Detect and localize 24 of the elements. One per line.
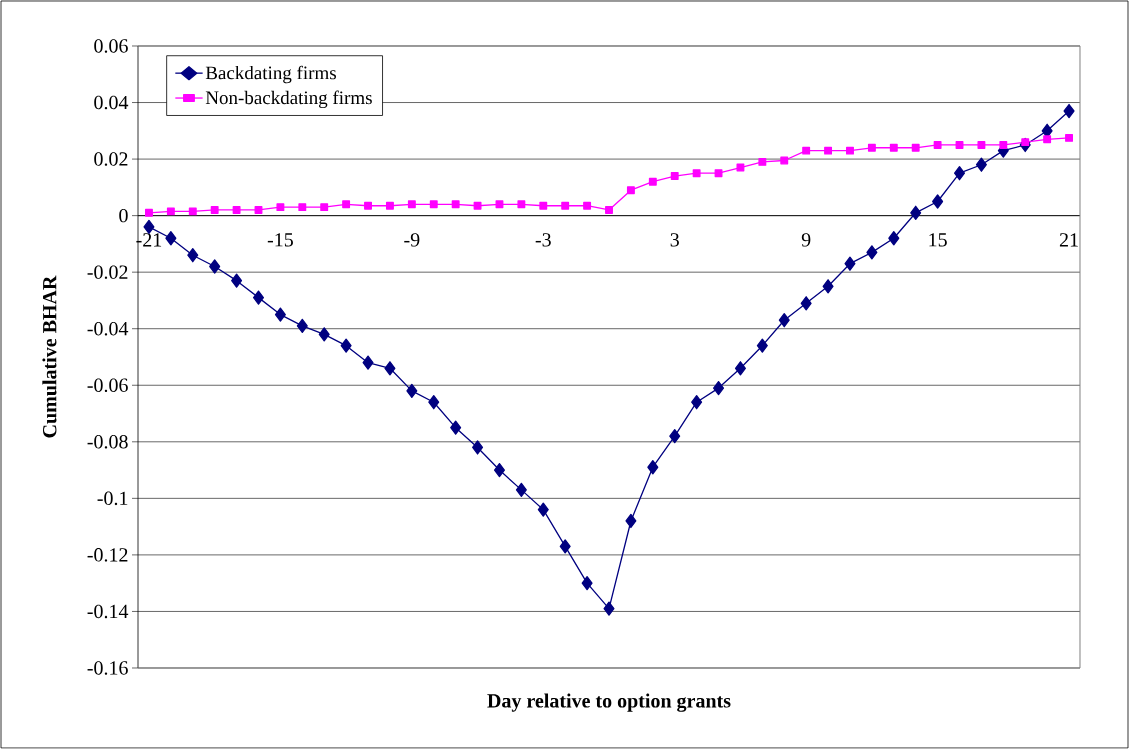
x-tick-label: 9 bbox=[801, 233, 811, 247]
x-tick-label: 15 bbox=[929, 233, 947, 247]
x-tick-label: -21 bbox=[136, 233, 162, 247]
x-tick-label: 3 bbox=[670, 233, 679, 247]
legend-label: Non-backdating firms bbox=[205, 90, 372, 109]
y-tick-label: -0.1 bbox=[97, 491, 128, 506]
x-tick-label: -15 bbox=[267, 233, 293, 247]
y-axis-title: Cumulative BHAR bbox=[42, 275, 57, 438]
y-tick-label: -0.06 bbox=[87, 378, 128, 393]
y-tick-label: -0.14 bbox=[87, 604, 129, 619]
y-tick-label: -0.12 bbox=[87, 548, 128, 562]
y-tick-label: 0.06 bbox=[94, 39, 128, 53]
x-tick-label: 21 bbox=[1059, 233, 1078, 247]
y-tick-label: 0.04 bbox=[94, 95, 129, 110]
y-tick-label: -0.04 bbox=[87, 321, 129, 336]
y-tick-label: -0.08 bbox=[87, 435, 128, 449]
legend-label: Backdating firms bbox=[205, 65, 336, 84]
y-tick-label: -0.16 bbox=[87, 661, 128, 675]
y-tick-label: -0.02 bbox=[87, 265, 128, 279]
x-axis-title: Day relative to option grants bbox=[487, 693, 731, 712]
x-tick-label: -9 bbox=[404, 233, 420, 247]
y-tick-label: 0.02 bbox=[94, 152, 128, 166]
x-tick-label: -3 bbox=[535, 233, 551, 247]
y-tick-label: 0 bbox=[119, 208, 128, 223]
